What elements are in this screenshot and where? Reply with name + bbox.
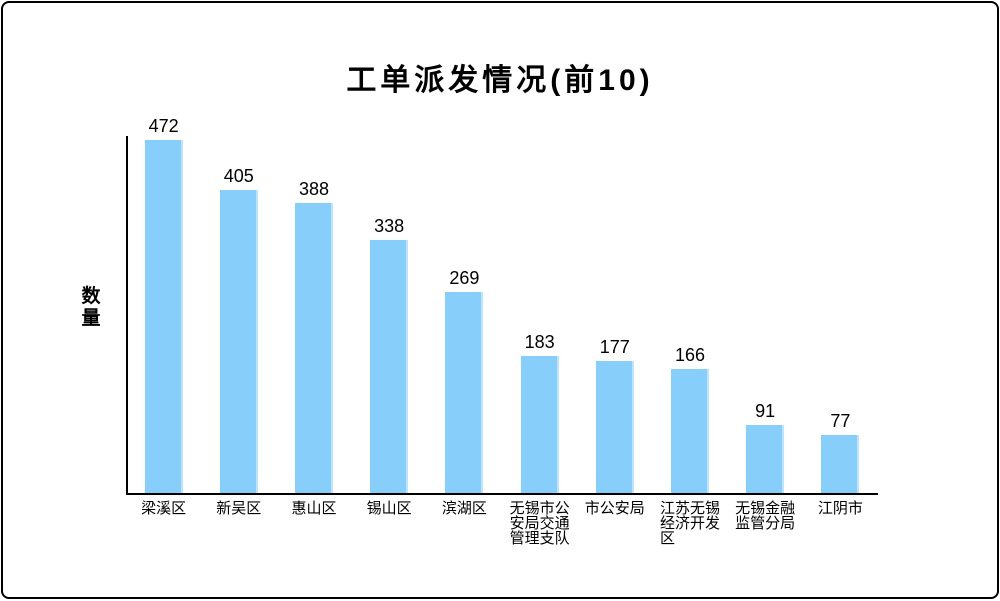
bar-value-label: 269 [449, 268, 480, 288]
plot-area: 472 梁溪区 405 新吴区 388 惠山区 338 锡山区 269 滨湖区 183 无锡市公 安局交… [126, 116, 878, 546]
x-tick-label: 滨湖区 [441, 500, 487, 517]
bar [671, 369, 709, 493]
bar [370, 240, 408, 493]
x-tick-label: 市公安局 [584, 500, 645, 517]
bar-value-label: 183 [524, 332, 555, 352]
bar [220, 190, 258, 493]
bar-value-label: 177 [599, 337, 630, 357]
x-tick-label: 惠山区 [291, 500, 337, 517]
y-axis-line [126, 136, 128, 495]
x-axis-line [126, 493, 878, 495]
x-tick-label: 新吴区 [216, 500, 262, 517]
x-tick-label: 无锡市公 安局交通 管理支队 [509, 500, 570, 547]
bar-value-label: 91 [755, 401, 776, 421]
x-tick-label: 无锡金融 监管分局 [735, 500, 796, 532]
bar-value-label: 166 [674, 345, 706, 365]
bar-value-label: 338 [374, 216, 405, 236]
bar-value-label: 472 [148, 116, 179, 136]
y-axis-label: 数量 [81, 286, 101, 329]
x-tick-label: 锡山区 [366, 500, 412, 517]
bar [145, 140, 183, 493]
bar [521, 356, 559, 493]
bar [295, 203, 333, 493]
bar [746, 425, 784, 493]
x-tick-label: 江阴市 [817, 500, 863, 517]
x-tick-label: 梁溪区 [141, 500, 187, 517]
bar [596, 361, 634, 493]
x-tick-label: 江苏无锡 经济开发区 [659, 500, 721, 547]
bar [821, 435, 859, 493]
bar [445, 292, 483, 493]
bar-value-label: 388 [298, 179, 330, 199]
bar-value-label: 77 [830, 411, 851, 431]
bar-value-label: 405 [223, 166, 254, 186]
chart-title: 工单派发情况(前10) [346, 64, 654, 97]
